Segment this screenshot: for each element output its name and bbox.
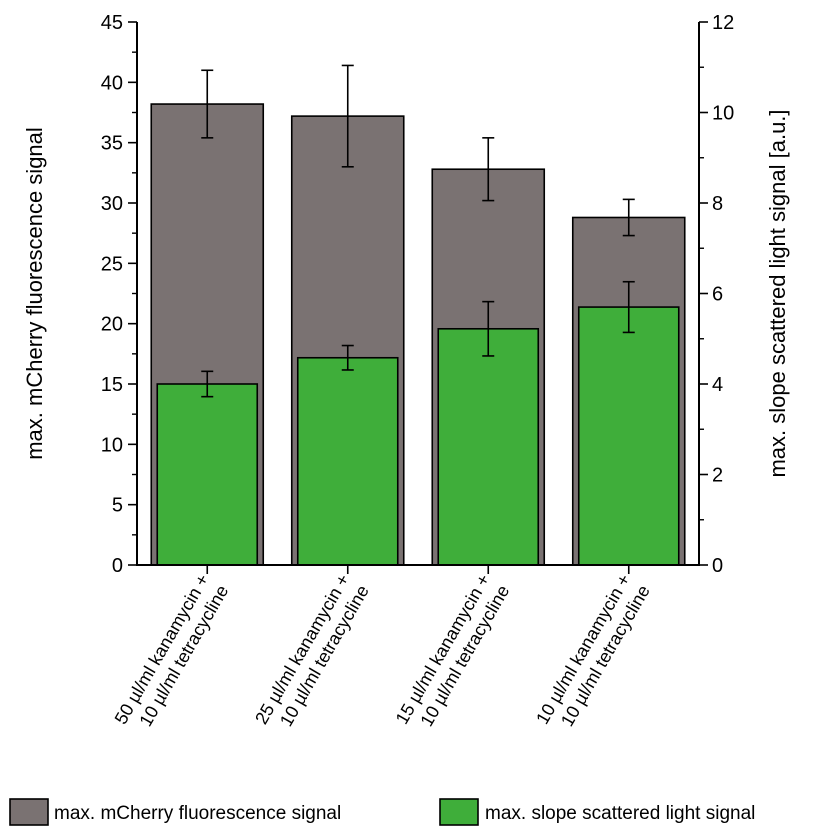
legend-swatch-1 — [9, 798, 49, 826]
x-category-label-1: 50 µl/ml kanamycin +10 µl/ml tetracyclin… — [111, 571, 233, 739]
bar-series-2-cat-2 — [296, 356, 399, 566]
left-tick-label: 40 — [101, 72, 123, 94]
right-tick-label: 2 — [712, 465, 723, 487]
error-bar-series-1-cat-2 — [341, 64, 354, 168]
error-bar-series-1-cat-4 — [622, 198, 635, 237]
plot-area — [150, 64, 686, 566]
error-bar-series-1-cat-3 — [482, 137, 495, 202]
legend: max. mCherry fluorescence signal max. slo… — [9, 798, 755, 826]
x-category-label-4: 10 µl/ml kanamycin +10 µl/ml tetracyclin… — [532, 571, 654, 739]
left-y-ticks: 0 5 10 15 20 25 30 35 40 45 — [101, 12, 137, 577]
left-tick-label: 25 — [101, 253, 123, 275]
right-tick-label: 4 — [712, 374, 723, 396]
error-bar-series-2-cat-4 — [622, 280, 635, 334]
bar-series-2-cat-4 — [577, 306, 680, 566]
left-tick-label: 5 — [112, 495, 123, 517]
x-category-label-3: 15 µl/ml kanamycin +10 µl/ml tetracyclin… — [392, 571, 514, 739]
legend-label-2: max. slope scattered light signal — [485, 803, 755, 824]
right-tick-label: 0 — [712, 555, 723, 577]
error-bar-series-2-cat-1 — [201, 370, 214, 398]
right-y-axis-title: max. slope scattered light signal [a.u.] — [765, 109, 790, 477]
right-tick-label: 12 — [712, 12, 734, 34]
left-tick-label: 20 — [101, 314, 123, 336]
left-y-axis-title: max. mCherry fluorescence signal — [22, 127, 47, 460]
right-tick-label: 6 — [712, 284, 723, 306]
x-ticks: 50 µl/ml kanamycin +10 µl/ml tetracyclin… — [111, 565, 654, 739]
left-tick-label: 0 — [112, 555, 123, 577]
left-tick-label: 45 — [101, 12, 123, 34]
legend-swatch-2 — [439, 798, 479, 826]
error-bar-series-2-cat-2 — [341, 344, 354, 371]
error-bar-series-1-cat-1 — [201, 69, 214, 139]
bar-series-2-cat-1 — [156, 383, 259, 566]
error-bar-series-2-cat-3 — [482, 300, 495, 357]
left-tick-label: 30 — [101, 193, 123, 215]
left-tick-label: 10 — [101, 434, 123, 456]
x-category-label-2: 25 µl/ml kanamycin +10 µl/ml tetracyclin… — [251, 571, 373, 739]
legend-label-1: max. mCherry fluorescence signal — [54, 803, 341, 824]
right-tick-label: 8 — [712, 193, 723, 215]
right-y-ticks: 0 2 4 6 8 10 12 — [699, 12, 734, 577]
bar-series-2-cat-3 — [437, 327, 540, 566]
left-tick-label: 15 — [101, 374, 123, 396]
right-tick-label: 10 — [712, 103, 734, 125]
left-tick-label: 35 — [101, 133, 123, 155]
